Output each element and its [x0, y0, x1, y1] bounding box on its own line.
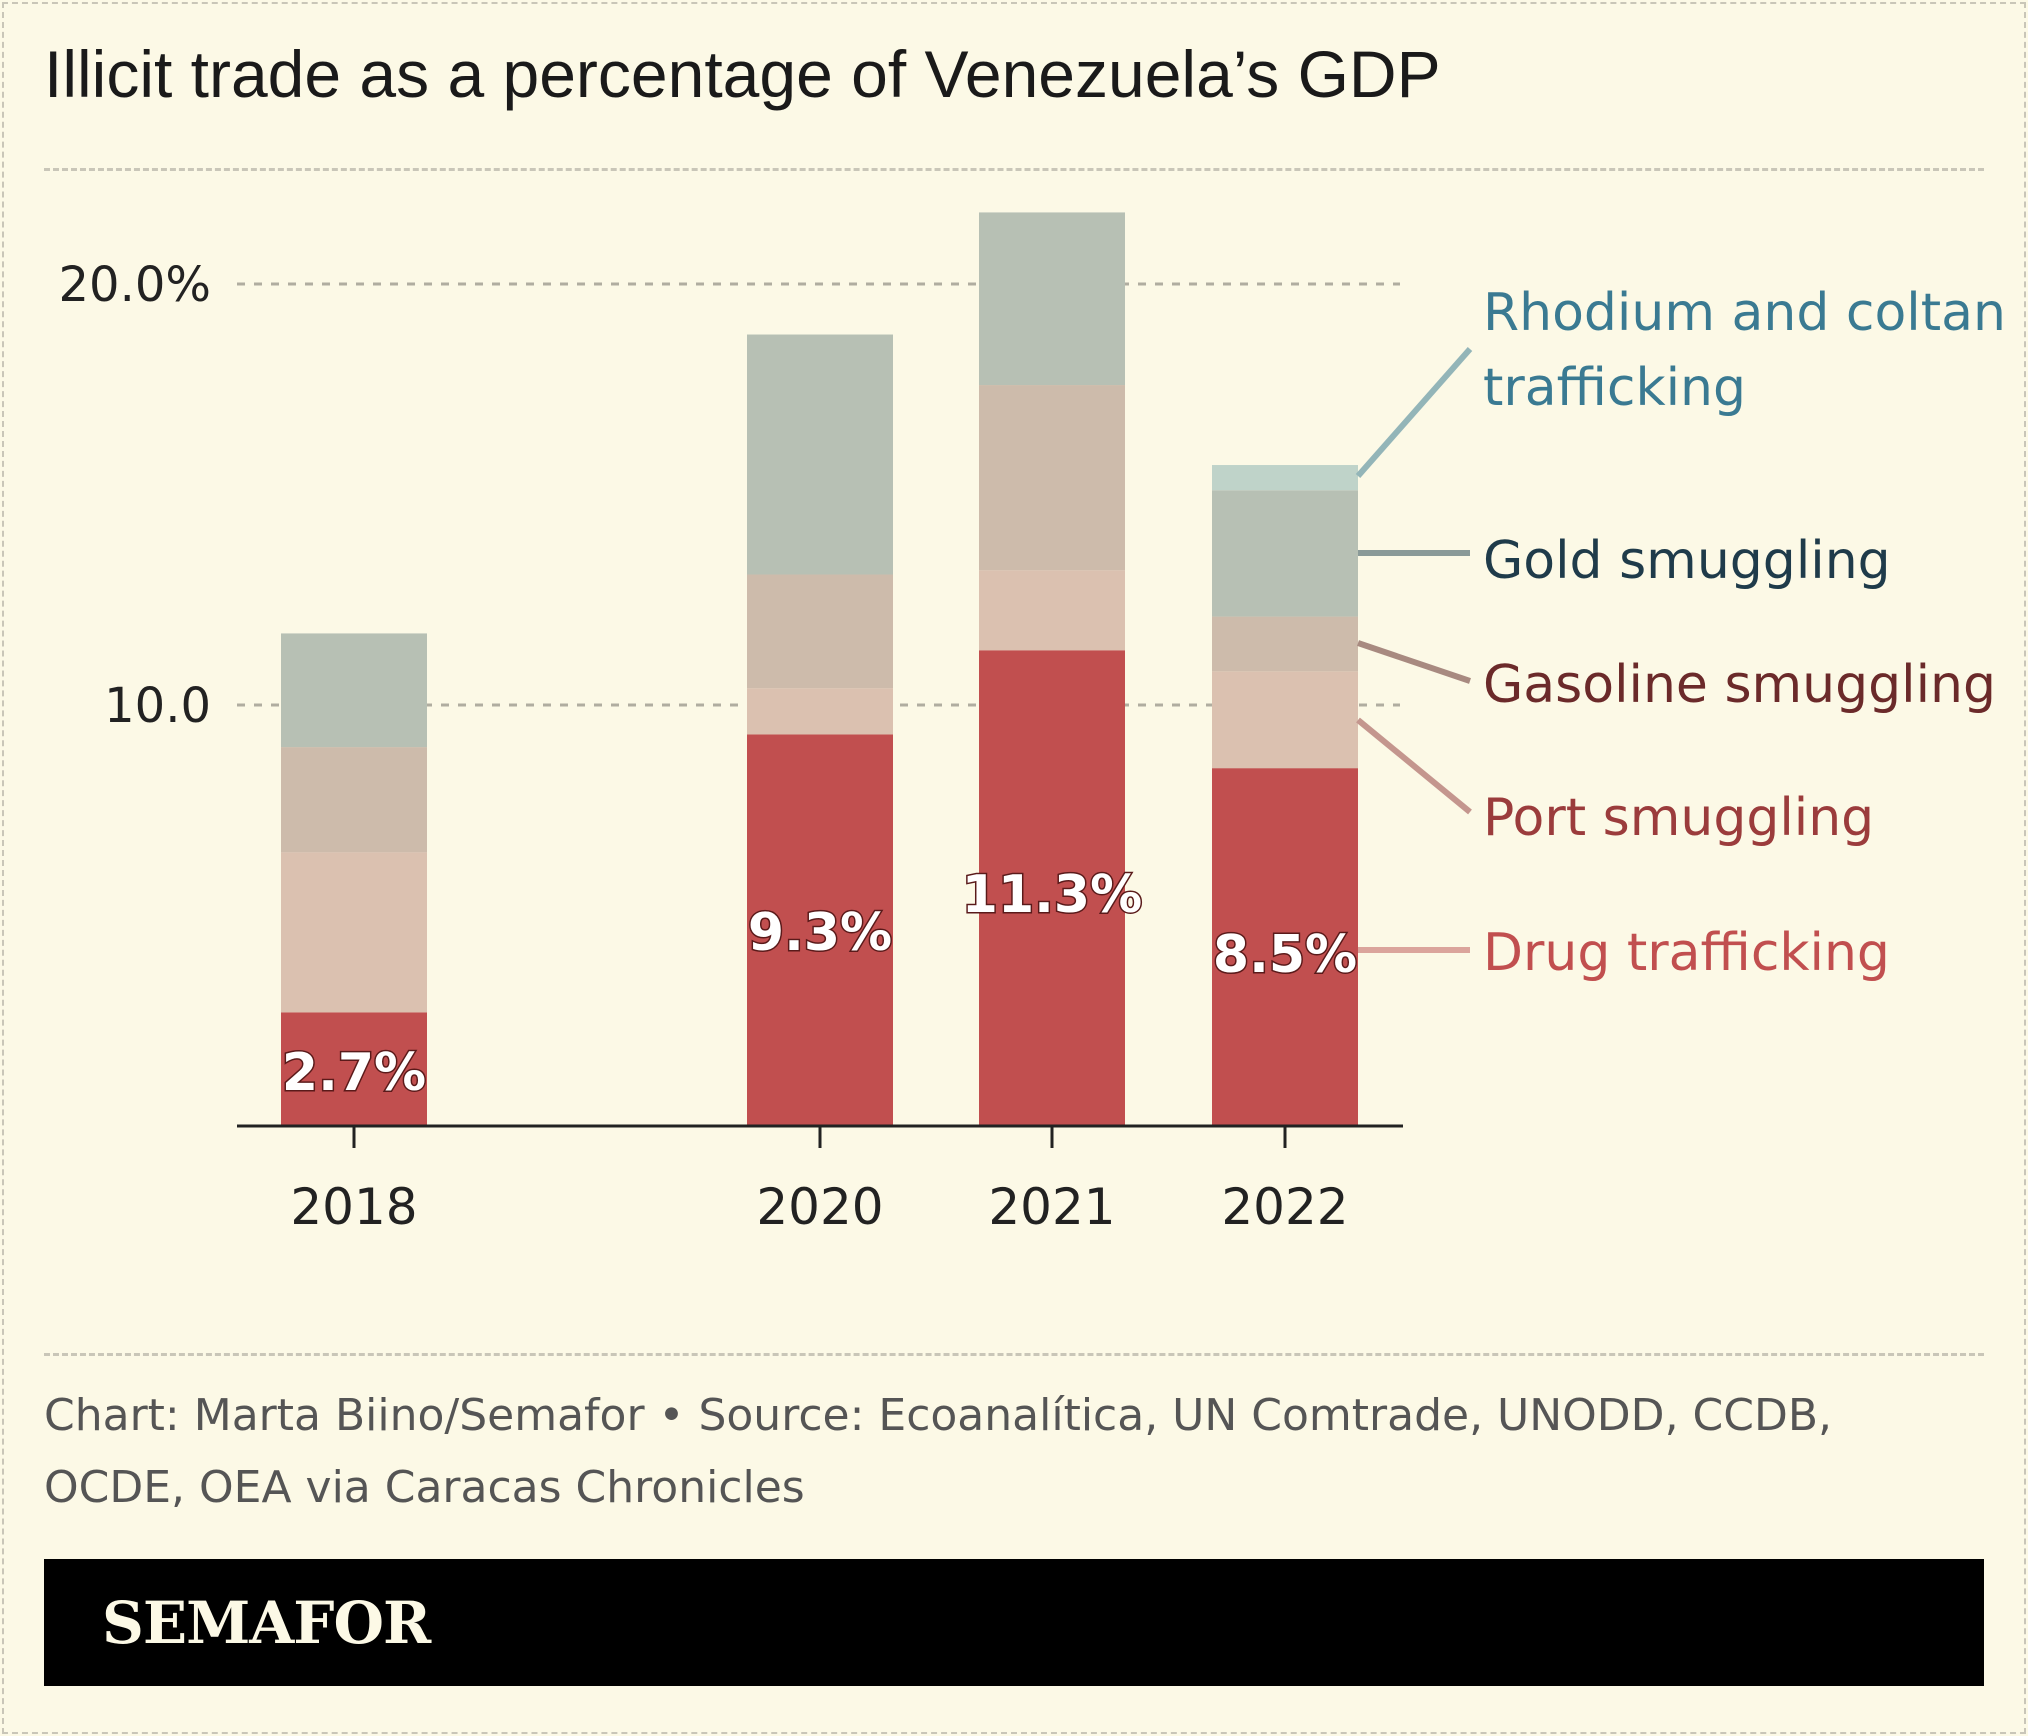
top-divider	[44, 168, 1984, 171]
bar-segment	[281, 633, 427, 748]
y-tick-label: 20.0%	[59, 257, 211, 313]
legend-label: Gold smuggling	[1483, 531, 1891, 591]
bar-segment	[281, 747, 427, 853]
x-tick-label: 2022	[1221, 1178, 1348, 1236]
bar-segment	[281, 852, 427, 1013]
data-label: 11.3%	[962, 865, 1142, 925]
bar-segment	[747, 734, 893, 1126]
bar-segment	[979, 650, 1125, 1126]
x-tick-label: 2020	[756, 1178, 883, 1236]
y-tick-label: 10.0	[104, 678, 211, 734]
semafor-logo: SEMAFOR	[102, 1589, 431, 1657]
chart-title: Illicit trade as a percentage of Venezue…	[44, 37, 1441, 111]
bar-segment	[979, 570, 1125, 651]
bar-segment	[747, 688, 893, 735]
legend-leader-line	[1356, 717, 1472, 815]
bar-segment	[1212, 671, 1358, 769]
data-label: 9.3%	[748, 903, 892, 963]
legend-label: Port smuggling	[1483, 788, 1874, 848]
bar-segment	[979, 385, 1125, 571]
x-tick-label: 2018	[290, 1178, 417, 1236]
bar-segment	[1212, 616, 1358, 672]
legend-label: Drug trafficking	[1483, 923, 1890, 983]
bar-segment	[1212, 490, 1358, 617]
bar-segment	[281, 1012, 427, 1126]
data-label: 2.7%	[282, 1043, 426, 1103]
bar-segment	[1212, 465, 1358, 491]
bottom-divider	[44, 1353, 1984, 1356]
bar-segment	[747, 574, 893, 689]
legend-leader-line	[1355, 347, 1473, 478]
source-note: Chart: Marta Biino/Semafor • Source: Eco…	[44, 1390, 1833, 1513]
bar-segment	[1212, 768, 1358, 1126]
x-tick-label: 2021	[988, 1178, 1115, 1236]
bar-segment	[979, 212, 1125, 386]
brand-bar: SEMAFOR	[44, 1559, 1984, 1686]
data-label: 8.5%	[1213, 925, 1357, 985]
legend-label: Gasoline smuggling	[1483, 655, 1996, 715]
bar-segment	[747, 334, 893, 575]
legend-label: trafficking	[1483, 358, 1746, 418]
stacked-bar-chart: 10.0 20.0% 2.7% 2018 9.3% 2020 11.3% 2021 8.5% 20…	[59, 212, 2006, 1236]
legend-label: Rhodium and coltan	[1483, 283, 2006, 343]
legend-leader-line	[1357, 640, 1471, 684]
